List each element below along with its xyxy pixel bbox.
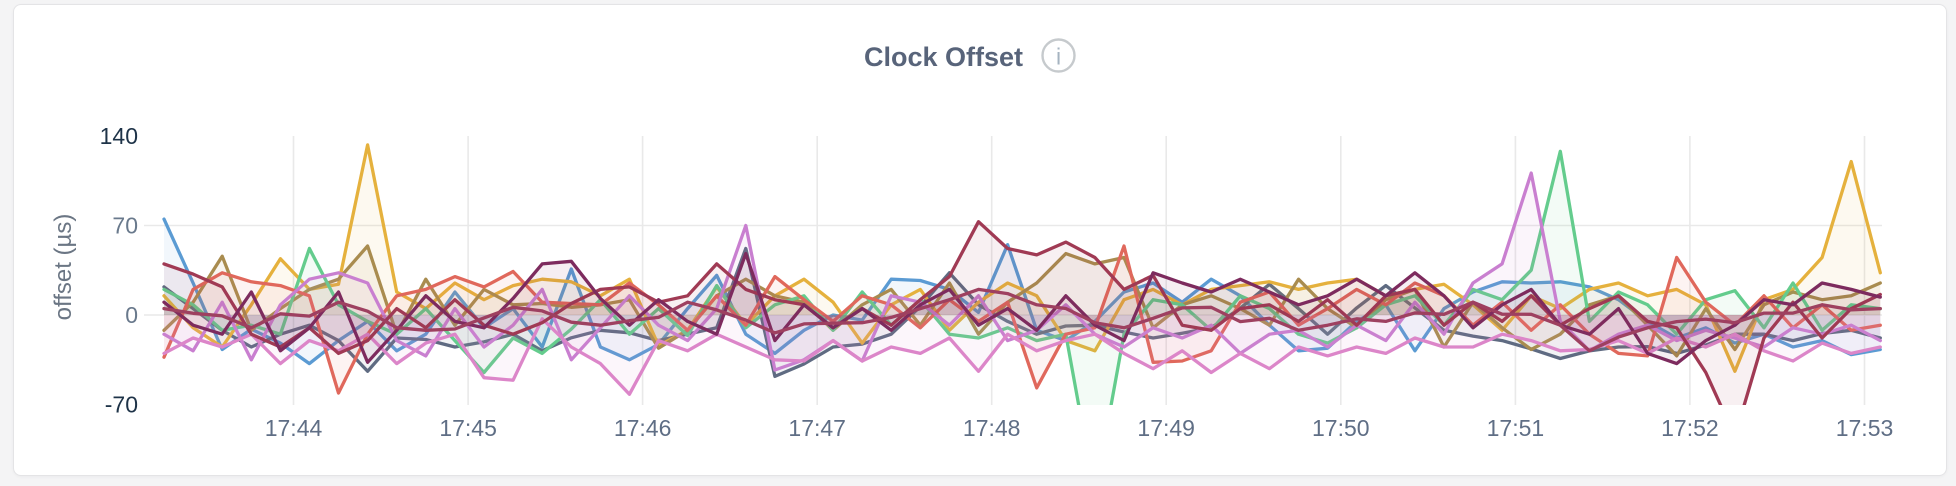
svg-text:0: 0 xyxy=(125,302,138,328)
svg-text:17:46: 17:46 xyxy=(614,415,672,441)
svg-text:offset (µs): offset (µs) xyxy=(50,214,77,321)
svg-text:17:53: 17:53 xyxy=(1836,415,1894,441)
svg-text:17:50: 17:50 xyxy=(1312,415,1370,441)
svg-text:i: i xyxy=(1056,44,1061,70)
svg-text:17:49: 17:49 xyxy=(1137,415,1195,441)
svg-text:17:47: 17:47 xyxy=(788,415,846,441)
svg-text:17:48: 17:48 xyxy=(963,415,1021,441)
svg-text:17:52: 17:52 xyxy=(1661,415,1719,441)
svg-text:70: 70 xyxy=(112,213,138,239)
svg-text:17:45: 17:45 xyxy=(439,415,497,441)
svg-text:-70: -70 xyxy=(105,392,138,418)
svg-text:140: 140 xyxy=(100,123,138,149)
svg-text:17:44: 17:44 xyxy=(265,415,323,441)
svg-text:17:51: 17:51 xyxy=(1487,415,1545,441)
svg-text:Clock Offset: Clock Offset xyxy=(864,42,1023,72)
